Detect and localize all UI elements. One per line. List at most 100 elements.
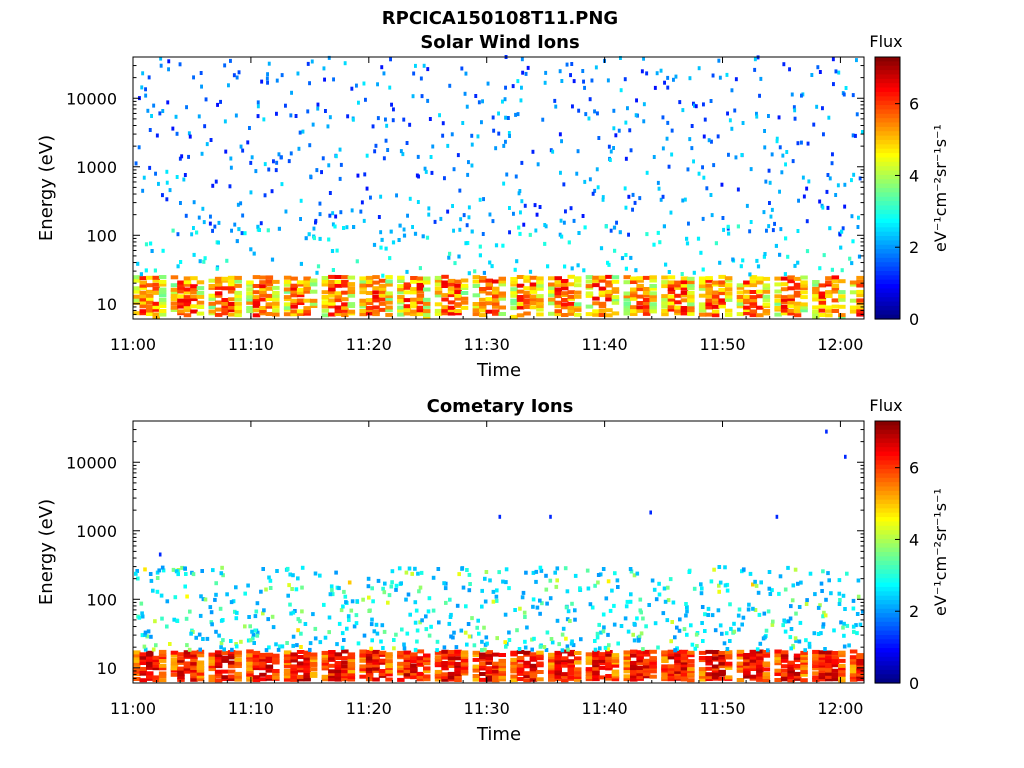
- flux-cell-low-energy: [434, 286, 443, 291]
- flux-cell-sparse: [726, 224, 730, 229]
- flux-cell-low-energy: [605, 297, 613, 302]
- colorbar-segment: [875, 214, 900, 220]
- flux-cell-low-energy: [214, 293, 223, 298]
- flux-cell-low-energy: [711, 652, 720, 657]
- flux-cell-mid-energy: [843, 607, 847, 611]
- flux-cell-sparse: [235, 75, 239, 80]
- flux-cell-low-energy: [170, 653, 179, 658]
- flux-cell-sparse: [619, 88, 623, 93]
- flux-cell-mid-energy: [327, 615, 332, 620]
- flux-cell-sparse: [294, 114, 298, 118]
- flux-cell-low-energy: [831, 660, 840, 665]
- flux-cell-low-energy: [743, 298, 751, 303]
- flux-cell-mid-energy: [593, 583, 597, 588]
- flux-cell-sparse: [412, 71, 416, 76]
- flux-cell-low-energy: [146, 655, 154, 660]
- y-tick-label: 10: [97, 295, 117, 314]
- flux-cell-sparse: [175, 175, 179, 179]
- flux-cell-low-energy: [812, 656, 820, 661]
- flux-cell-low-energy: [642, 649, 651, 654]
- flux-cell-low-energy: [743, 283, 751, 288]
- flux-cell-low-energy: [698, 658, 707, 663]
- flux-cell-low-energy: [774, 294, 782, 299]
- flux-cell-mid-energy: [565, 589, 570, 594]
- flux-cell-mid-energy: [155, 576, 160, 580]
- flux-cell-low-energy: [831, 663, 840, 668]
- flux-cell-mid-energy: [139, 601, 144, 606]
- flux-cell-low-energy: [800, 295, 808, 300]
- flux-cell-mid-energy: [334, 570, 338, 575]
- flux-cell-low-energy: [523, 298, 531, 303]
- colorbar-segment: [875, 240, 900, 246]
- flux-cell-low-energy: [170, 294, 179, 298]
- flux-cell-low-energy: [328, 289, 336, 294]
- flux-cell-low-energy: [516, 656, 525, 660]
- flux-cell-low-energy: [667, 280, 676, 285]
- flux-cell-sparse: [384, 138, 388, 143]
- flux-cell-mid-energy: [501, 579, 505, 584]
- flux-cell-low-energy: [774, 276, 782, 281]
- flux-cell-low-energy: [548, 293, 556, 298]
- flux-cell-low-energy: [472, 650, 481, 655]
- flux-cell-low-energy: [434, 655, 443, 660]
- flux-cell-low-energy: [574, 667, 582, 672]
- flux-cell-low-energy: [705, 287, 713, 292]
- flux-cell-low-energy: [158, 674, 167, 679]
- flux-cell-low-energy: [441, 649, 449, 654]
- flux-cell-mid-energy: [426, 609, 431, 614]
- flux-cell-low-energy: [252, 678, 261, 683]
- flux-cell-mid-energy: [299, 631, 303, 636]
- flux-cell-mid-energy: [553, 570, 557, 575]
- flux-cell-mid-energy: [255, 630, 260, 635]
- flux-cell-mid-energy: [563, 566, 568, 571]
- flux-cell-low-energy: [454, 283, 462, 288]
- flux-cell-low-energy: [259, 309, 267, 314]
- flux-cell-low-energy: [133, 278, 141, 283]
- flux-cell-low-energy: [341, 305, 349, 310]
- flux-cell-mid-energy: [684, 613, 688, 618]
- flux-cell-mid-energy: [465, 568, 469, 572]
- flux-cell-low-energy: [787, 672, 795, 677]
- flux-cell-low-energy: [636, 669, 644, 674]
- flux-cell-sparse: [659, 68, 663, 73]
- flux-cell-mid-energy: [856, 594, 861, 599]
- flux-cell-low-energy: [800, 302, 808, 307]
- flux-cell-mid-energy: [406, 592, 411, 597]
- flux-cell-mid-energy: [447, 621, 452, 626]
- flux-cell-low-energy: [705, 305, 713, 310]
- flux-cell-low-energy: [812, 649, 820, 654]
- flux-cell-sparse: [308, 81, 311, 86]
- flux-cell-low-energy: [849, 674, 858, 679]
- flux-cell-low-energy: [139, 669, 147, 674]
- flux-cell-sparse: [277, 152, 281, 157]
- flux-cell-sparse: [801, 175, 805, 180]
- flux-cell-mid-energy: [712, 567, 716, 572]
- flux-cell-sparse: [275, 160, 279, 165]
- flux-cell-sparse: [685, 241, 690, 246]
- flux-cell-sparse: [730, 88, 734, 93]
- flux-cell-sparse: [855, 58, 858, 63]
- flux-cell-low-energy: [227, 660, 236, 665]
- flux-cell-low-energy: [252, 300, 261, 305]
- flux-cell-low-energy: [718, 664, 726, 669]
- flux-cell-low-energy: [385, 669, 393, 674]
- flux-cell-mid-energy: [544, 648, 549, 652]
- flux-cell-low-energy: [680, 276, 689, 281]
- flux-cell-mid-energy: [299, 645, 303, 649]
- flux-cell-low-energy: [711, 300, 720, 305]
- flux-cell-low-energy: [498, 669, 506, 674]
- flux-cell-sparse: [179, 260, 183, 264]
- flux-cell-mid-energy: [623, 616, 628, 621]
- flux-cell-mid-energy: [231, 599, 236, 604]
- flux-cell-low-energy: [774, 653, 782, 658]
- flux-cell-low-energy: [762, 661, 771, 666]
- flux-cell-mid-energy: [729, 626, 733, 631]
- colorbar-segment: [875, 61, 900, 67]
- flux-cell-mid-energy: [799, 580, 803, 585]
- flux-cell-sparse: [714, 241, 718, 246]
- flux-cell-mid-energy: [323, 635, 328, 640]
- flux-cell-sparse: [758, 93, 761, 98]
- flux-cell-mid-energy: [608, 608, 613, 613]
- flux-cell-low-energy: [434, 658, 443, 662]
- flux-cell-low-energy: [687, 308, 695, 313]
